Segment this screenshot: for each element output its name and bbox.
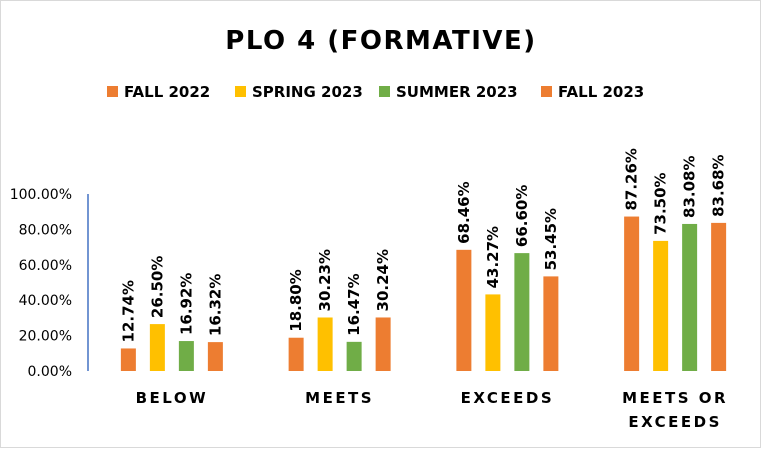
bar [207,342,223,371]
bar [682,223,698,371]
bar [120,348,136,371]
bar [375,317,391,371]
bar [317,317,333,371]
bar [288,337,304,371]
category-label: MEETS OR EXCEEDS [622,389,728,431]
data-label: 12.74% [119,280,137,342]
chart-title: PLO 4 (FORMATIVE) [225,26,536,56]
y-tick-label: 80.00% [19,222,72,238]
bar [514,253,530,371]
data-label: 16.92% [177,273,195,335]
legend: FALL 2022 SPRING 2023 SUMMER 2023 FALL 2023 [107,83,644,101]
category-label: BELOW [136,389,209,407]
data-label: 83.68% [710,154,728,216]
bar [653,240,669,371]
y-tick-label: 100.00% [10,187,72,203]
data-labels: 12.74% 26.50% 16.92% 16.32% 18.80% 30.23% 16.4… [119,148,727,342]
data-label: 66.60% [513,185,531,247]
bar [543,276,559,371]
legend-swatch-2 [379,86,390,97]
legend-label-3: FALL 2023 [558,83,644,101]
data-label: 16.47% [345,273,363,335]
data-label: 83.08% [681,155,699,217]
data-label: 43.27% [484,226,502,288]
y-tick-label: 40.00% [19,293,72,309]
data-label: 30.23% [316,249,334,311]
category-label: EXCEEDS [461,389,555,407]
legend-swatch-1 [235,86,246,97]
legend-swatch-0 [107,86,118,97]
data-label: 73.50% [652,172,670,234]
data-label: 16.32% [206,274,224,336]
legend-swatch-3 [541,86,552,97]
bar [346,341,362,371]
bar [178,341,194,371]
bar [485,294,501,371]
x-axis: BELOW MEETS EXCEEDS MEETS OR EXCEEDS [136,389,728,431]
data-label: 18.80% [287,269,305,331]
y-tick-label: 20.00% [19,329,72,345]
category-label: MEETS [305,389,374,407]
data-label: 30.24% [374,249,392,311]
data-label: 68.46% [455,181,473,243]
legend-label-1: SPRING 2023 [252,83,363,101]
y-tick-label: 0.00% [28,364,72,380]
y-tick-label: 60.00% [19,258,72,274]
data-label: 53.45% [542,208,560,270]
bar [624,216,640,371]
bars [120,216,727,371]
legend-label-0: FALL 2022 [124,83,210,101]
y-axis: 0.00% 20.00% 40.00% 60.00% 80.00% 100.00% [10,187,89,380]
bar [456,249,472,371]
bar [711,222,727,371]
data-label: 87.26% [623,148,641,210]
legend-label-2: SUMMER 2023 [396,83,518,101]
data-label: 26.50% [148,256,166,318]
bar [149,324,165,371]
